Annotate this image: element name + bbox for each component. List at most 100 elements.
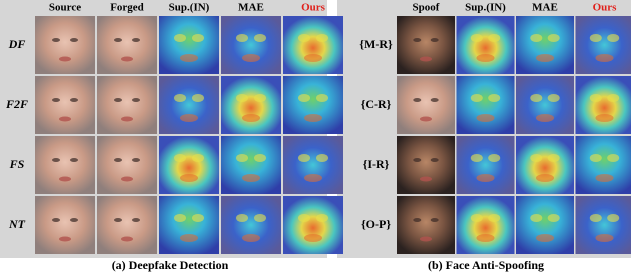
- heat-spot: [242, 114, 260, 122]
- face-eyes: [431, 38, 439, 42]
- heatmap-image: [516, 196, 574, 254]
- heat-spot: [254, 94, 266, 102]
- heat-spot: [304, 114, 322, 122]
- heat-spot: [607, 34, 619, 42]
- heatmap-image: [221, 16, 281, 74]
- face-image: [397, 136, 455, 194]
- row-label: {I-R}: [363, 157, 390, 171]
- heat-spot: [298, 34, 310, 42]
- column-header: Ours: [301, 2, 326, 14]
- heat-spot: [316, 154, 328, 162]
- heatmap-image: [159, 16, 219, 74]
- heat-spot: [607, 154, 619, 162]
- row-label: {M-R}: [359, 37, 393, 51]
- heat-spot: [530, 154, 542, 162]
- caption: (b) Face Anti-Spoofing: [428, 258, 544, 272]
- heat-spot: [174, 94, 186, 102]
- heatmap-image: [516, 136, 574, 194]
- heatmap-image: [283, 16, 343, 74]
- heatmap-image: [576, 16, 631, 74]
- heatmap-image: [457, 76, 515, 134]
- heat-spot: [192, 94, 204, 102]
- heat-spot: [471, 214, 483, 222]
- face-mouth: [121, 177, 133, 182]
- row-label: NT: [8, 217, 26, 231]
- face-image: [97, 196, 157, 254]
- heatmap-image: [457, 136, 515, 194]
- heat-spot: [192, 154, 204, 162]
- face-eyes: [431, 158, 439, 162]
- heatmap-image: [457, 196, 515, 254]
- row-label: F2F: [5, 97, 28, 111]
- face-mouth: [420, 57, 432, 62]
- face-eyes: [52, 218, 60, 222]
- heat-spot: [242, 234, 260, 242]
- face-image: [97, 16, 157, 74]
- heatmap-image: [516, 76, 574, 134]
- heat-spot: [607, 214, 619, 222]
- heat-spot: [304, 54, 322, 62]
- heat-spot: [590, 214, 602, 222]
- heat-spot: [596, 234, 614, 242]
- heat-spot: [590, 34, 602, 42]
- heat-spot: [242, 174, 260, 182]
- column-header: Sup.(IN): [169, 2, 210, 14]
- heat-spot: [596, 174, 614, 182]
- heat-spot: [536, 174, 554, 182]
- face-mouth: [420, 177, 432, 182]
- heat-spot: [536, 54, 554, 62]
- face-eyes: [114, 158, 122, 162]
- face-eyes: [132, 38, 140, 42]
- heatmap-image: [283, 196, 343, 254]
- heat-spot: [596, 54, 614, 62]
- heatmap-image: [221, 76, 281, 134]
- face-eyes: [431, 218, 439, 222]
- face-mouth: [121, 117, 133, 122]
- heat-spot: [298, 214, 310, 222]
- face-eyes: [52, 98, 60, 102]
- heat-spot: [530, 214, 542, 222]
- heat-spot: [548, 154, 560, 162]
- heat-spot: [488, 214, 500, 222]
- row-label: FS: [9, 157, 25, 171]
- face-eyes: [431, 98, 439, 102]
- face-eyes: [413, 98, 421, 102]
- heatmap-image: [516, 16, 574, 74]
- face-eyes: [70, 218, 78, 222]
- heat-spot: [471, 154, 483, 162]
- face-image: [35, 196, 95, 254]
- heat-spot: [548, 94, 560, 102]
- row-label: {O-P}: [361, 217, 391, 231]
- heat-spot: [607, 94, 619, 102]
- face-image: [397, 16, 455, 74]
- heatmap-image: [159, 76, 219, 134]
- heat-spot: [304, 234, 322, 242]
- heat-spot: [477, 234, 495, 242]
- column-header: Ours: [593, 2, 618, 14]
- face-eyes: [132, 158, 140, 162]
- heat-spot: [596, 114, 614, 122]
- heatmap-image: [221, 136, 281, 194]
- heatmap-image: [159, 196, 219, 254]
- heat-spot: [174, 154, 186, 162]
- heatmap-image: [576, 196, 631, 254]
- heat-spot: [304, 174, 322, 182]
- heat-spot: [548, 214, 560, 222]
- face-eyes: [114, 98, 122, 102]
- face-eyes: [114, 218, 122, 222]
- face-image: [35, 16, 95, 74]
- face-mouth: [59, 117, 71, 122]
- face-eyes: [132, 98, 140, 102]
- heat-spot: [180, 234, 198, 242]
- heatmap-image: [576, 136, 631, 194]
- face-mouth: [420, 117, 432, 122]
- face-eyes: [413, 218, 421, 222]
- face-mouth: [59, 57, 71, 62]
- column-header: Source: [49, 2, 81, 14]
- face-image: [35, 136, 95, 194]
- heat-spot: [477, 174, 495, 182]
- face-eyes: [70, 98, 78, 102]
- heat-spot: [536, 114, 554, 122]
- heat-spot: [536, 234, 554, 242]
- heatmap-image: [283, 136, 343, 194]
